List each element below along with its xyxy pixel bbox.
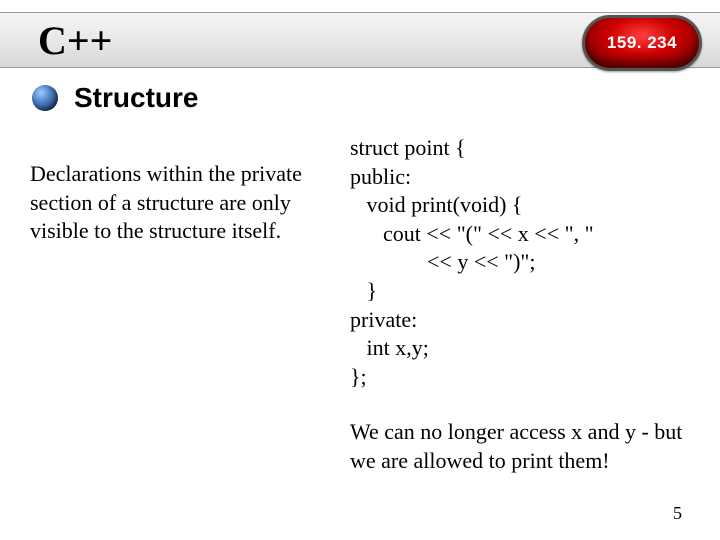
course-badge-text: 159. 234 [607, 33, 677, 53]
code-line: void print(void) { [350, 192, 523, 217]
course-badge: 159. 234 [582, 15, 702, 71]
bullet-icon [32, 85, 58, 111]
section-heading-row: Structure [32, 82, 198, 114]
page-number: 5 [673, 503, 682, 524]
section-title: Structure [74, 82, 198, 114]
code-line: struct point { [350, 135, 466, 160]
code-line: public: [350, 164, 411, 189]
code-line: << y << ")"; [350, 249, 536, 274]
code-line: cout << "(" << x << ", " [350, 221, 594, 246]
footnote-text: We can no longer access x and y - but we… [350, 418, 700, 475]
description-text: Declarations within the private section … [30, 160, 330, 246]
code-line: }; [350, 364, 367, 389]
header-title: C++ [38, 17, 112, 64]
header-bar: C++ 159. 234 [0, 12, 720, 68]
code-line: int x,y; [350, 335, 429, 360]
code-line: } [350, 278, 377, 303]
code-block: struct point { public: void print(void) … [350, 134, 700, 391]
code-line: private: [350, 307, 417, 332]
